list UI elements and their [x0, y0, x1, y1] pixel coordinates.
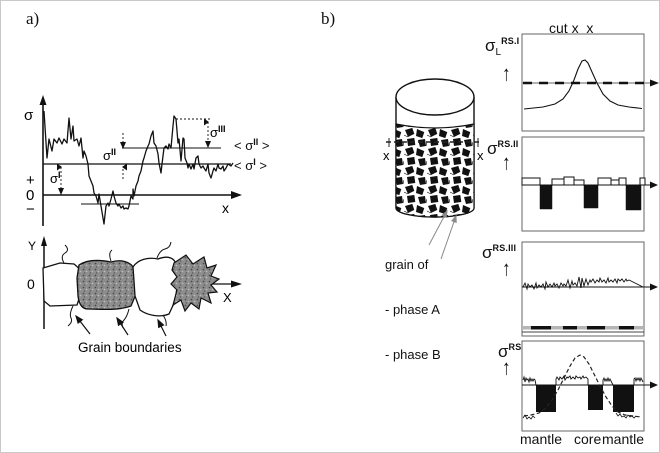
boundary-squiggles [61, 241, 172, 329]
sigma-RS1-up-arrow: ↑ [502, 61, 511, 86]
sigma-II-upper-arrowhead [120, 142, 126, 149]
x-label-mantle-right: mantle [602, 431, 645, 447]
grain-dark-1 [76, 259, 137, 311]
cut-x-left-label: x [383, 148, 390, 163]
phase-pointer-2 [440, 214, 457, 260]
caption-arrow-3 [157, 318, 167, 337]
cut-band-dashes [531, 326, 634, 330]
x-axis-arrowhead [231, 191, 242, 199]
cylinder-top-ellipse [395, 78, 475, 116]
avg-sigma-I-label: < σI > [234, 157, 267, 173]
microstructure-region [395, 123, 475, 218]
grain-white-2 [132, 256, 179, 317]
phase-A-bars [521, 176, 646, 186]
cut-x-x-title: cut x x [549, 20, 594, 36]
zero-label: 0 [26, 187, 34, 204]
panel3-axis-arrowhead [650, 283, 658, 291]
panel-b-label: b) [321, 9, 336, 28]
sigma-RS3-label: σRS.III [482, 243, 517, 262]
legend-line-1: grain of [385, 257, 429, 272]
legend-line-3: - phase B [385, 347, 441, 362]
minus-label: − [26, 201, 35, 218]
phase-B-bars [539, 184, 642, 211]
grain-boundaries-caption: Grain boundaries [78, 340, 182, 355]
sigma-RS3-up-arrow: ↑ [502, 256, 511, 281]
cut-band-gray [523, 326, 643, 330]
panel3-border [521, 241, 645, 337]
profile-RS1-panel [521, 33, 659, 132]
sigma-I-arrowhead [58, 188, 64, 195]
profile-RS2-panel [521, 136, 658, 232]
sigma-III-arrowhead [205, 141, 211, 148]
total-bottom-noise [522, 412, 637, 420]
sigma-RS-up-arrow: ↑ [502, 355, 511, 380]
stress-vs-x-plot: σ + 0 − x σII σI σIII [24, 95, 242, 226]
panel4-axis-arrowhead [650, 381, 658, 389]
sigma-III-label: σIII [210, 124, 226, 140]
sigma-axis-label: σ [24, 107, 34, 124]
grain-boundary-sketch: Y 0 X Grain boundaries [27, 236, 242, 355]
x-axis-arrowhead [231, 280, 242, 288]
sigma-I-label: σI [50, 170, 61, 186]
grain-legend: grain of - phase A - phase B [385, 227, 441, 392]
x-label-core: core [574, 431, 602, 447]
sigma-RS2-up-arrow: ↑ [502, 150, 511, 175]
panel-a-label: a) [26, 9, 40, 28]
profile-RS3-panel [521, 241, 658, 337]
sigma-RS1-label: σLRS.I [485, 36, 520, 58]
plus-label: + [26, 172, 35, 189]
cylinder-specimen: x x [383, 78, 484, 260]
grain-x-axis-label: X [223, 290, 232, 305]
grain-white-1 [42, 262, 82, 307]
x-axis-label: x [222, 200, 229, 216]
stress-fluctuation-curve [43, 110, 234, 225]
sigma-axis-arrowhead [39, 95, 47, 105]
caption-arrow-2 [116, 316, 129, 336]
y-axis-label: Y [28, 239, 36, 253]
x-label-mantle-left: mantle [520, 431, 563, 447]
grain-zero-label: 0 [27, 276, 35, 292]
avg-sigma-II-label: < σII > [234, 137, 270, 153]
caption-arrow-1 [75, 314, 91, 335]
legend-line-2: - phase A [385, 302, 440, 317]
micro-stress-noise [522, 276, 644, 291]
total-noise-plateaus [522, 374, 644, 386]
sigma-RS2-label: σRS.II [487, 139, 519, 158]
panel1-axis-arrowhead [650, 79, 659, 87]
sigma-II-label: σII [103, 147, 116, 163]
panel4-border [521, 340, 645, 432]
phase-pointer-1 [428, 209, 448, 246]
cut-x-right-label: x [477, 148, 484, 163]
profile-RS-total-panel [521, 340, 658, 432]
y-axis-arrowhead [41, 236, 47, 246]
panel2-axis-arrowhead [650, 181, 658, 189]
sigma-RS-label: σRS [498, 342, 522, 361]
grain-dark-star [170, 254, 221, 313]
total-phase-B-bars [536, 385, 634, 412]
macro-stress-bell-curve [523, 59, 643, 110]
